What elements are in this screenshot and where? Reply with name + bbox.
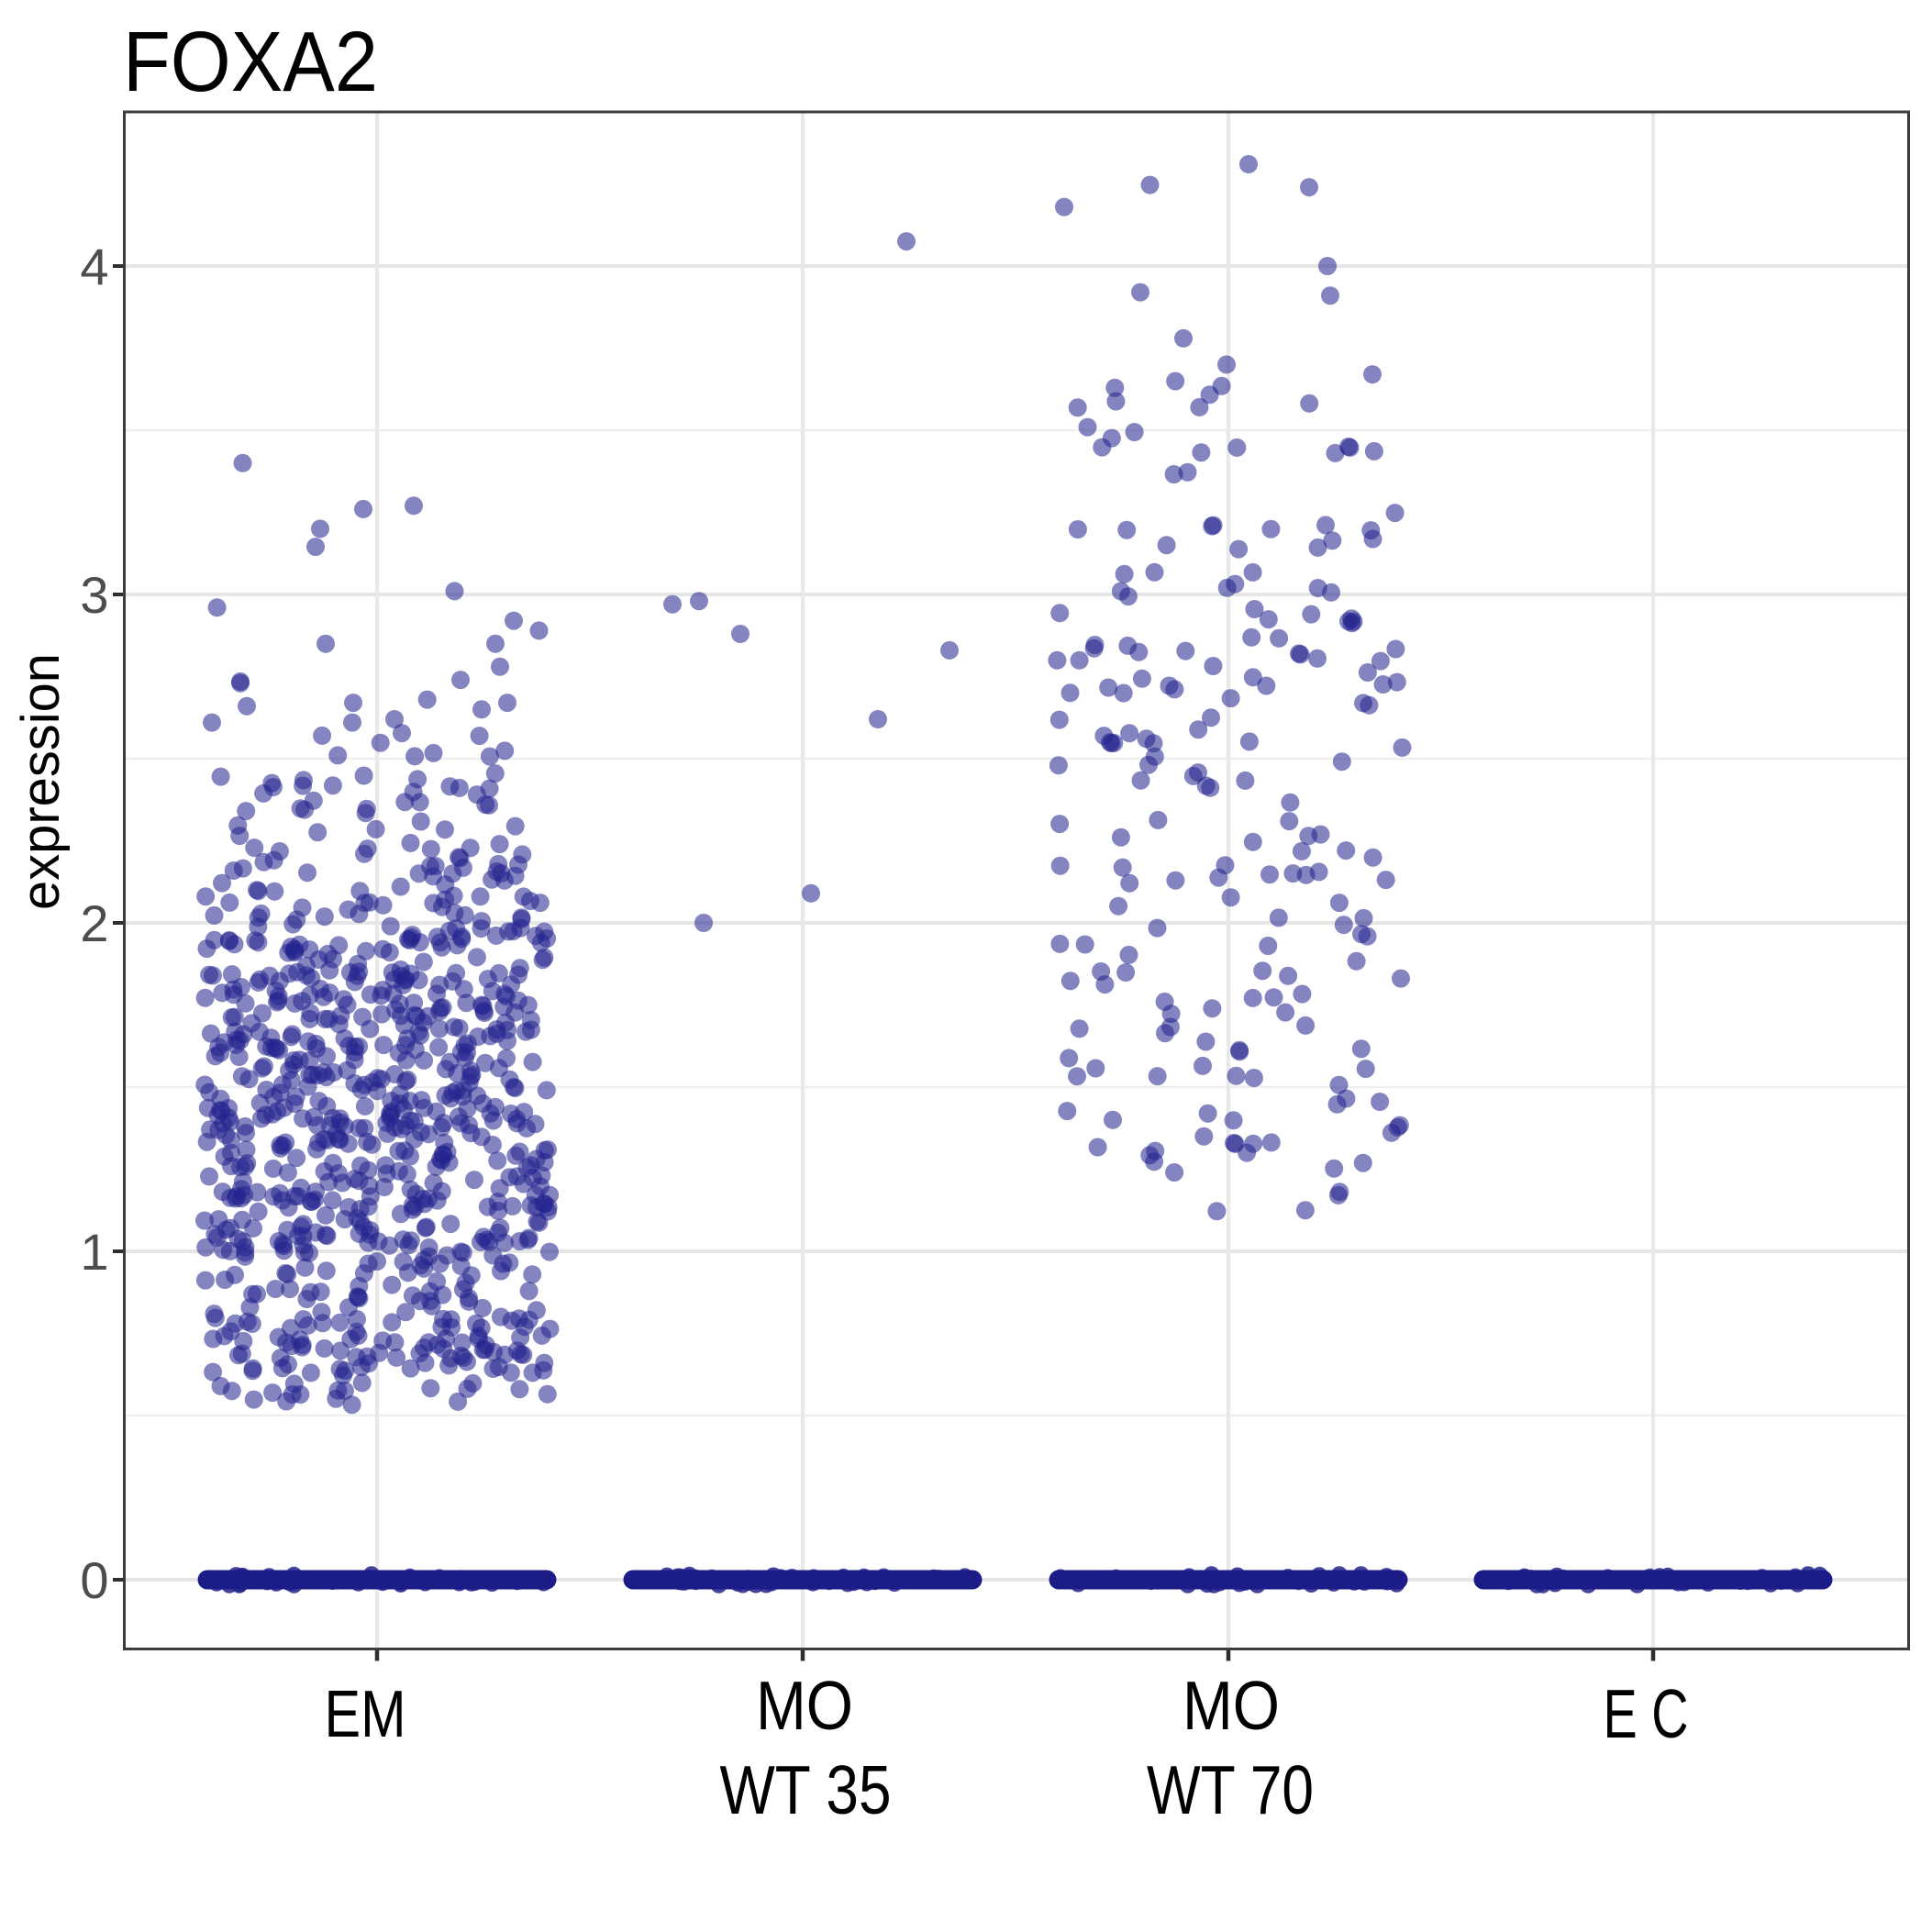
svg-text:MO: MO	[756, 1667, 853, 1744]
svg-text:WT 70: WT 70	[1147, 1751, 1314, 1828]
svg-text:4: 4	[80, 238, 108, 295]
svg-text:MO: MO	[1183, 1667, 1280, 1744]
svg-text:2: 2	[80, 894, 108, 952]
svg-text:0: 0	[80, 1551, 108, 1609]
svg-text:expression: expression	[11, 653, 71, 910]
svg-text:1: 1	[80, 1223, 108, 1281]
svg-text:3: 3	[80, 566, 108, 624]
svg-text:EM: EM	[325, 1678, 406, 1751]
svg-text:FOXA2: FOXA2	[123, 14, 378, 109]
svg-text:E C: E C	[1604, 1675, 1689, 1752]
svg-text:WT 35: WT 35	[720, 1751, 892, 1828]
